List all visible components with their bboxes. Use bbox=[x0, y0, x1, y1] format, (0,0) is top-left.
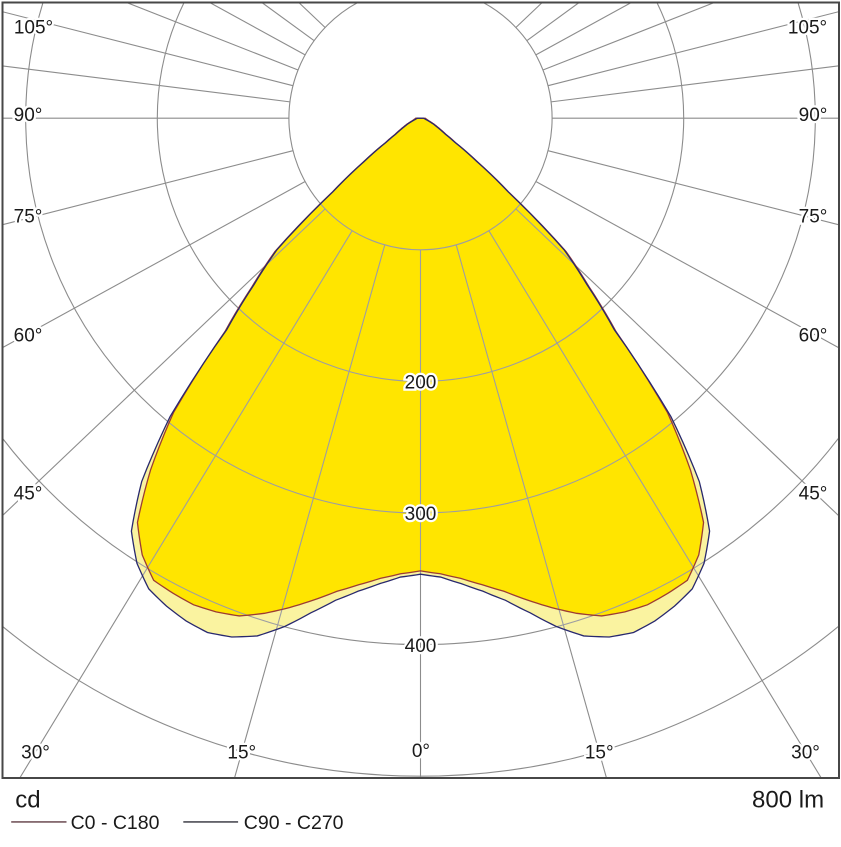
svg-text:C90 - C270: C90 - C270 bbox=[244, 812, 344, 834]
svg-text:30°: 30° bbox=[791, 743, 820, 764]
svg-text:90°: 90° bbox=[799, 105, 828, 126]
svg-text:105°: 105° bbox=[14, 18, 53, 39]
svg-text:30°: 30° bbox=[21, 743, 50, 764]
svg-text:200: 200 bbox=[405, 373, 437, 394]
svg-text:75°: 75° bbox=[14, 207, 43, 228]
svg-text:45°: 45° bbox=[799, 484, 828, 505]
svg-text:60°: 60° bbox=[14, 326, 43, 347]
svg-text:105°: 105° bbox=[788, 18, 827, 39]
svg-text:90°: 90° bbox=[14, 105, 43, 126]
svg-text:cd: cd bbox=[15, 787, 40, 814]
svg-text:C0 - C180: C0 - C180 bbox=[71, 812, 160, 834]
svg-text:75°: 75° bbox=[799, 207, 828, 228]
svg-text:300: 300 bbox=[405, 504, 437, 525]
svg-text:45°: 45° bbox=[14, 484, 43, 505]
svg-text:15°: 15° bbox=[227, 743, 256, 764]
svg-text:400: 400 bbox=[405, 636, 437, 657]
svg-text:60°: 60° bbox=[799, 326, 828, 347]
svg-text:800 lm: 800 lm bbox=[752, 787, 824, 814]
svg-text:15°: 15° bbox=[585, 743, 614, 764]
svg-text:0°: 0° bbox=[412, 741, 430, 762]
